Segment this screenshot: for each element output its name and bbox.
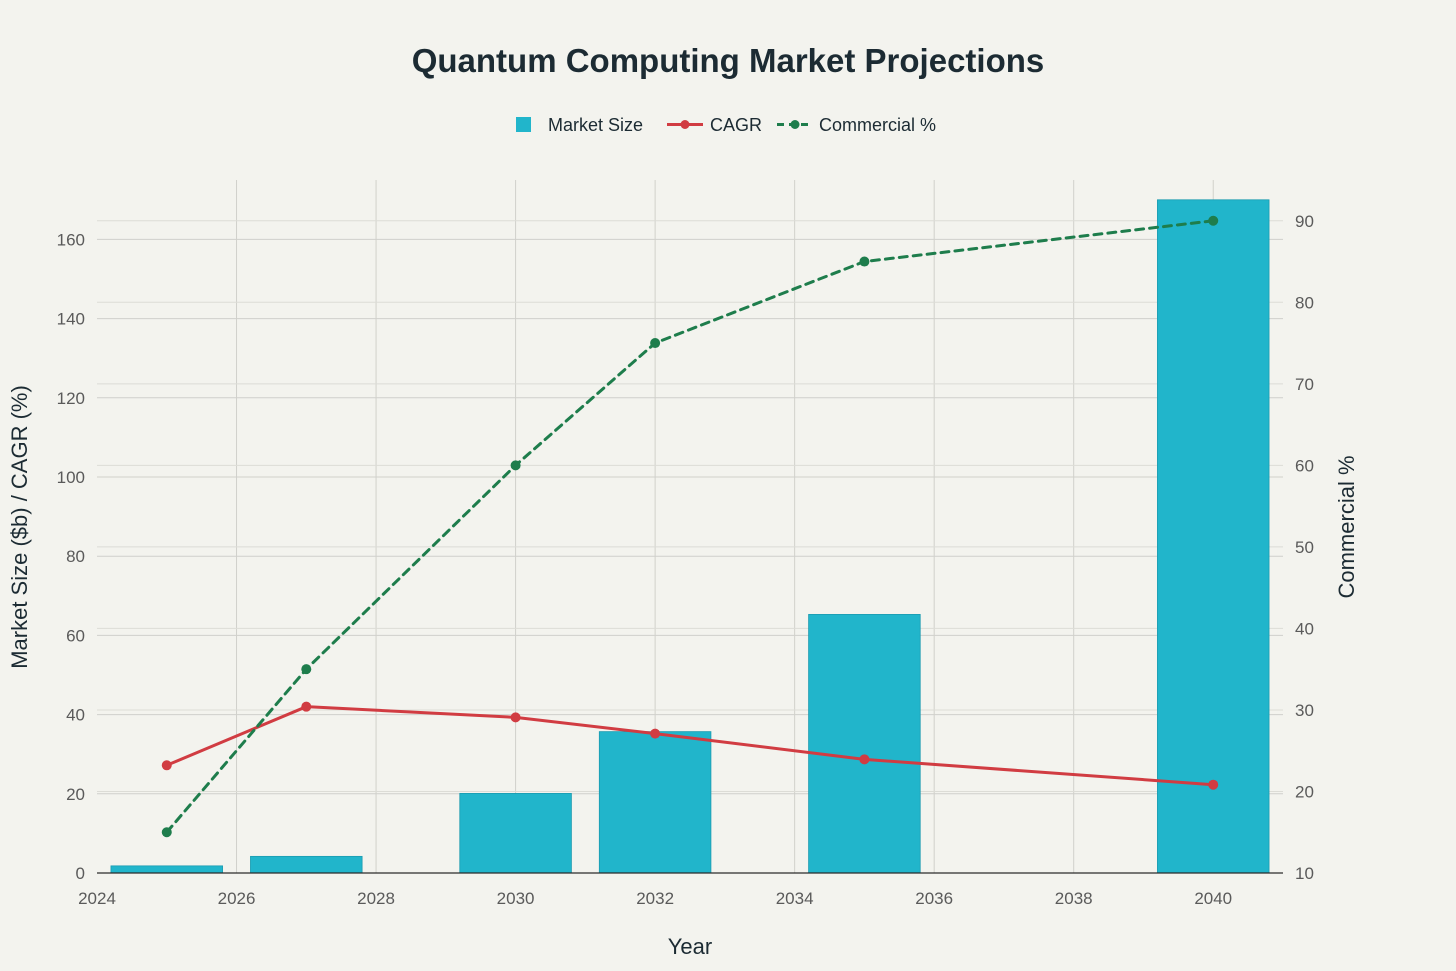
point-commercial [1208, 215, 1219, 226]
bar-market-size [250, 855, 363, 874]
line-cagr [165, 705, 1215, 787]
y-tick-label: 140 [57, 310, 85, 329]
point-cagr [161, 760, 172, 771]
point-cagr [1208, 779, 1219, 790]
x-tick-label: 2038 [1055, 889, 1093, 908]
point-cagr [510, 712, 521, 723]
y-tick-label: 0 [76, 864, 85, 883]
y2-tick-label: 70 [1295, 375, 1314, 394]
y-tick-label: 160 [57, 230, 85, 249]
x-tick-label: 2040 [1194, 889, 1232, 908]
y-tick-label: 100 [57, 468, 85, 487]
y2-tick-label: 30 [1295, 701, 1314, 720]
bar-market-size [1157, 199, 1270, 874]
point-cagr [650, 728, 661, 739]
lines-layer [161, 215, 1219, 838]
point-commercial [859, 256, 870, 267]
chart-title: Quantum Computing Market Projections [412, 42, 1045, 79]
legend-label-commercial: Commercial % [819, 115, 936, 135]
y-tick-label: 80 [66, 547, 85, 566]
y2-tick-label: 80 [1295, 293, 1314, 312]
bar-market-size [808, 614, 921, 874]
legend-label-market-size: Market Size [548, 115, 643, 135]
y-tick-label: 40 [66, 706, 85, 725]
y2-tick-label: 50 [1295, 538, 1314, 557]
y-tick-label: 20 [66, 785, 85, 804]
line-commercial [165, 219, 1215, 834]
legend-label-cagr: CAGR [710, 115, 762, 135]
axes-layer: 2024 2026 2028 2030 2032 2034 2036 2038 20400204… [57, 212, 1314, 908]
point-commercial [650, 338, 661, 349]
y-tick-label: 120 [57, 389, 85, 408]
point-cagr [859, 754, 870, 765]
y-tick-label: 60 [66, 626, 85, 645]
x-tick-label: 2026 [218, 889, 256, 908]
legend-item-commercial[interactable]: Commercial % [777, 115, 936, 135]
legend-swatch-cagr-marker [680, 120, 690, 129]
bar-market-size [459, 793, 572, 874]
y-axis-title: Market Size ($b) / CAGR (%) [7, 385, 32, 669]
legend-swatch-market-size [516, 117, 531, 132]
y2-tick-label: 90 [1295, 212, 1314, 231]
bar-market-size [110, 865, 223, 874]
x-tick-label: 2030 [497, 889, 535, 908]
bar-market-size [598, 731, 712, 874]
y2-tick-label: 20 [1295, 782, 1314, 801]
x-tick-label: 2034 [776, 889, 814, 908]
point-commercial [510, 460, 521, 471]
y2-tick-label: 40 [1295, 619, 1314, 638]
y2-tick-label: 60 [1295, 456, 1314, 475]
x-tick-label: 2028 [357, 889, 395, 908]
x-tick-label: 2024 [78, 889, 116, 908]
y2-tick-label: 10 [1295, 864, 1314, 883]
legend-item-cagr[interactable]: CAGR [667, 115, 762, 135]
x-tick-label: 2036 [915, 889, 953, 908]
point-cagr [301, 701, 312, 712]
x-axis-title: Year [668, 934, 712, 959]
y2-axis-title: Commercial % [1334, 455, 1359, 598]
x-tick-label: 2032 [636, 889, 674, 908]
point-commercial [301, 664, 312, 675]
legend-swatch-commercial-marker [790, 120, 800, 129]
legend-item-market-size[interactable]: Market Size [516, 115, 643, 135]
legend: Market Size CAGR Commercial % [516, 115, 936, 135]
bars-layer [110, 199, 1270, 874]
grid-layer [97, 180, 1283, 873]
point-commercial [161, 827, 172, 838]
